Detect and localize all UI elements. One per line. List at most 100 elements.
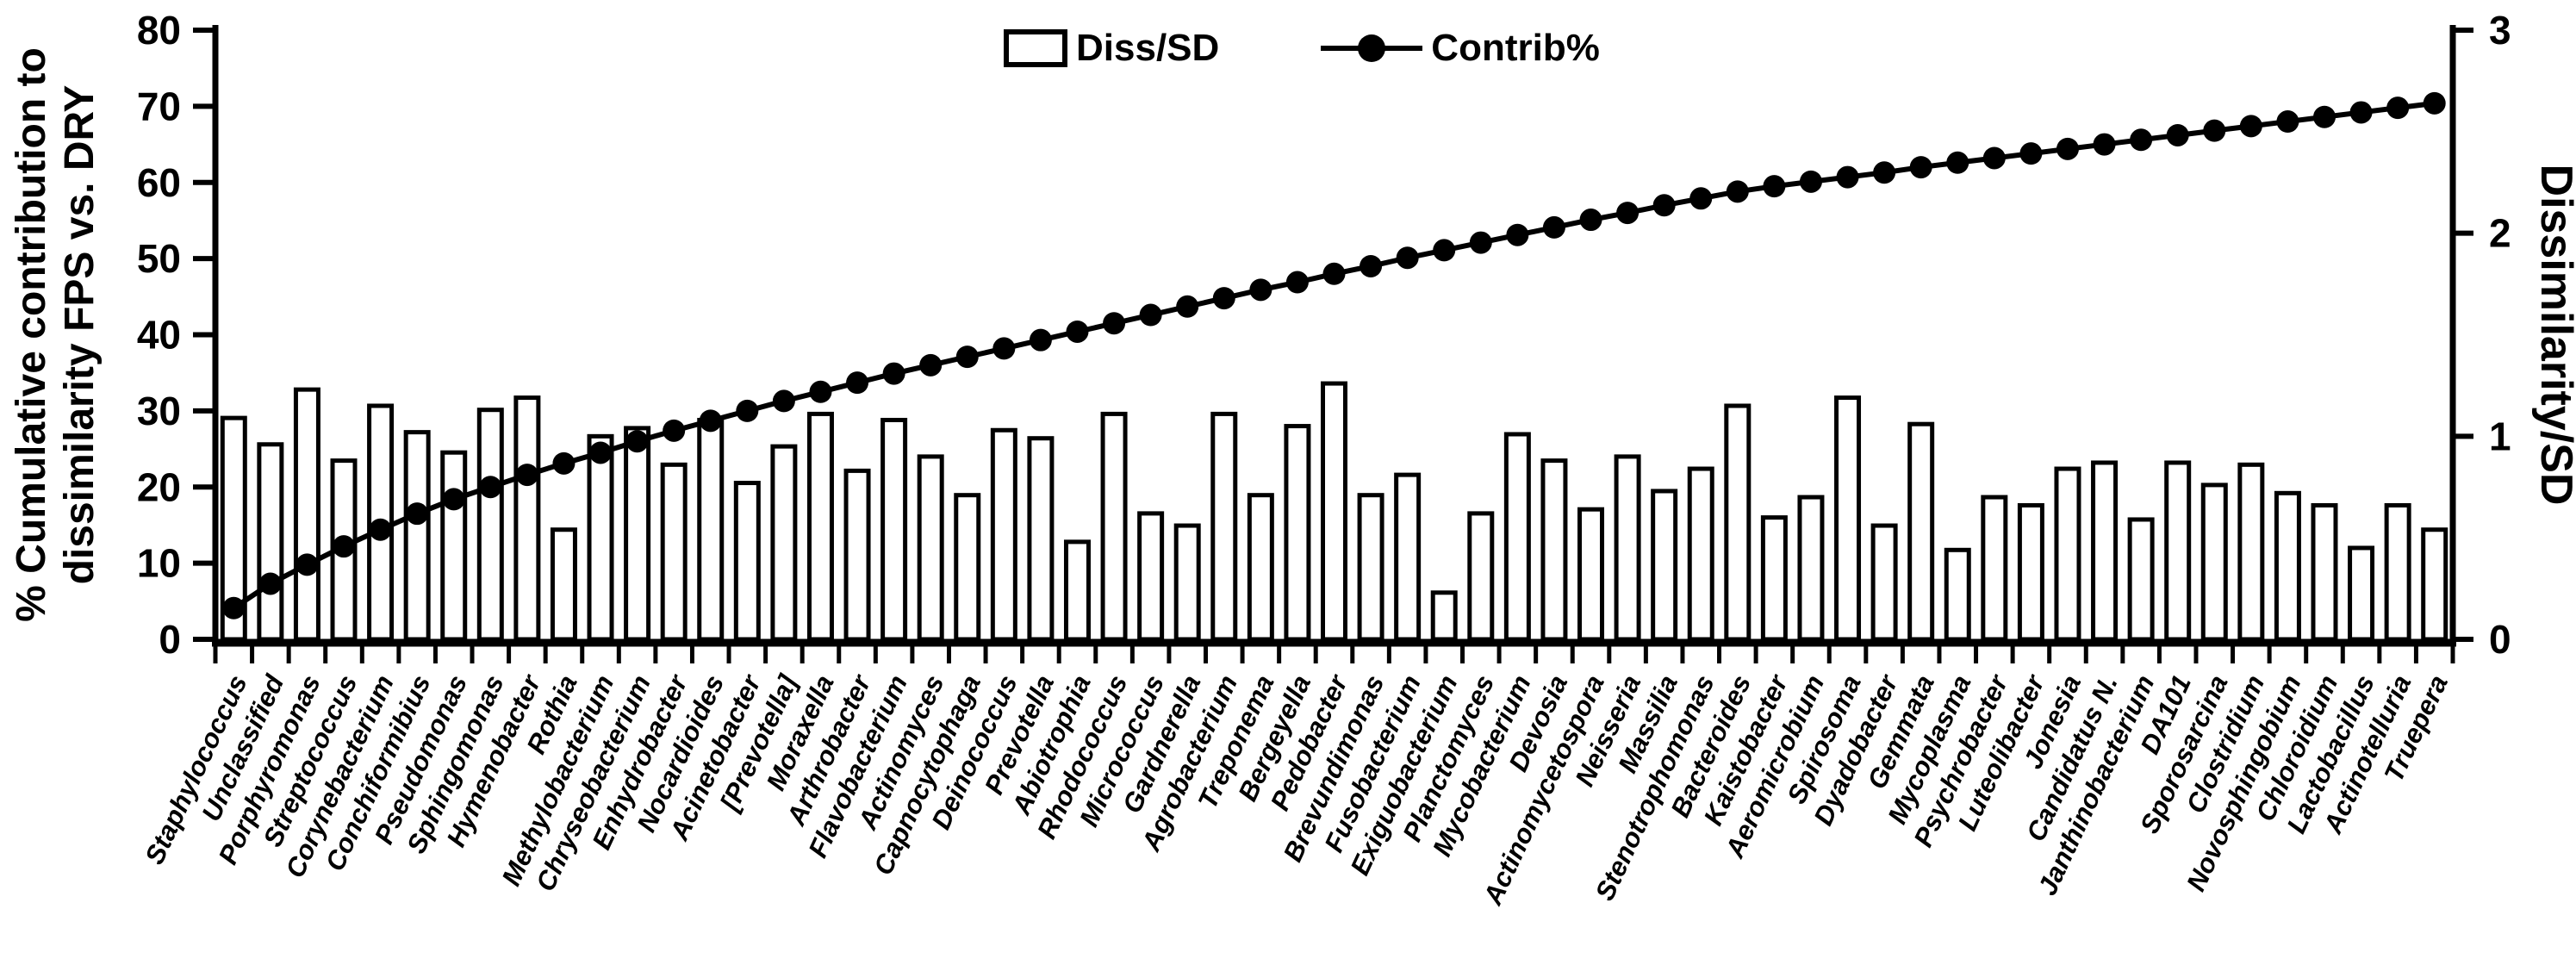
bar-Porphyromonas bbox=[293, 387, 320, 642]
bar-Actinomycetospora bbox=[1577, 507, 1605, 642]
point-Nocardioides bbox=[699, 409, 722, 433]
bar-Moraxella bbox=[806, 411, 834, 642]
point-Dyadobacter bbox=[1873, 161, 1896, 184]
point-Bergeyella bbox=[1285, 271, 1309, 294]
left-tick-label: 80 bbox=[137, 8, 181, 53]
bar-Planctomyces bbox=[1467, 511, 1495, 642]
point-Janthinobacterium bbox=[2130, 128, 2153, 152]
bar-Candidatus N. bbox=[2091, 460, 2119, 642]
bar-Fusobacterium bbox=[1394, 472, 1422, 642]
point-[Prevotella] bbox=[772, 389, 795, 413]
right-axis-title: Dissimilarity/SD bbox=[2531, 165, 2576, 506]
bar-Brevundimonas bbox=[1357, 493, 1384, 642]
bar-Aeromicrobium bbox=[1797, 495, 1825, 642]
left-tick-label: 30 bbox=[137, 389, 181, 433]
point-Streptococcus bbox=[333, 535, 356, 558]
bar-Stenotrophomonas bbox=[1687, 466, 1714, 642]
point-Moraxella bbox=[809, 380, 832, 403]
bar-Treponema bbox=[1247, 493, 1274, 642]
point-Bacteroides bbox=[1726, 180, 1749, 203]
bar-Deinococcus bbox=[990, 427, 1017, 642]
right-tick-label: 0 bbox=[2489, 617, 2511, 662]
right-tick-label: 2 bbox=[2489, 211, 2511, 256]
point-Kaistobacter bbox=[1763, 175, 1786, 198]
bar-DA101 bbox=[2164, 460, 2192, 642]
bar-Janthinobacterium bbox=[2127, 517, 2155, 642]
bar-Actinotelluria bbox=[2384, 502, 2411, 642]
point-Brevundimonas bbox=[1360, 254, 1383, 277]
bar-Neisseria bbox=[1614, 454, 1641, 642]
bar-Agrobacterium bbox=[1210, 411, 1238, 642]
left-tick-label: 10 bbox=[137, 541, 181, 586]
bar-Lactobacillus bbox=[2348, 545, 2375, 642]
point-Hymenobacter bbox=[515, 464, 538, 487]
point-Mycoplasma bbox=[1946, 151, 1969, 174]
bar-Rhodococcus bbox=[1100, 411, 1128, 642]
point-Massilia bbox=[1652, 194, 1676, 217]
bar-Bergeyella bbox=[1284, 424, 1311, 642]
point-Chryseobacterium bbox=[625, 430, 649, 453]
point-Jonesia bbox=[2056, 137, 2079, 160]
bar-Enhydrobacter bbox=[660, 462, 688, 642]
point-Flavobacterium bbox=[882, 362, 905, 385]
point-Sporosarcina bbox=[2203, 119, 2226, 142]
bar-Pseudomonas bbox=[440, 450, 468, 642]
point-Planctomyces bbox=[1469, 231, 1492, 254]
point-Spirosoma bbox=[1836, 165, 1859, 189]
bar-Arthrobacter bbox=[843, 468, 871, 642]
bar-[Prevotella] bbox=[770, 444, 798, 642]
point-Mycobacterium bbox=[1506, 223, 1529, 246]
point-Lactobacillus bbox=[2349, 101, 2373, 124]
left-tick-label: 50 bbox=[137, 236, 181, 281]
point-Devosia bbox=[1542, 215, 1565, 239]
bar-Gemmata bbox=[1907, 421, 1935, 642]
point-Truepera bbox=[2423, 91, 2446, 115]
point-Corynebacterium bbox=[369, 518, 392, 541]
bar-Truepera bbox=[2421, 527, 2448, 642]
bar-Kaistobacter bbox=[1760, 515, 1788, 642]
point-Luteolibacter bbox=[2019, 142, 2043, 165]
legend-label-contrib: Contrib% bbox=[1431, 27, 1600, 69]
bar-Prevotella bbox=[1027, 436, 1055, 642]
point-Stenotrophomonas bbox=[1689, 187, 1713, 210]
bar-Luteolibacter bbox=[2017, 502, 2044, 642]
bar-Chloroidium bbox=[2311, 502, 2338, 642]
bar-Micrococcus bbox=[1137, 511, 1165, 642]
point-Actinotelluria bbox=[2386, 96, 2410, 120]
point-Psychrobacter bbox=[1982, 146, 2006, 170]
bar-Psychrobacter bbox=[1981, 495, 2008, 642]
point-Rhodococcus bbox=[1103, 312, 1126, 335]
point-Candidatus N. bbox=[2093, 133, 2116, 156]
point-Sphingomonas bbox=[479, 476, 502, 499]
point-Arthrobacter bbox=[846, 371, 869, 395]
bar-Devosia bbox=[1540, 458, 1568, 642]
point-Neisseria bbox=[1616, 202, 1640, 225]
point-Fusobacterium bbox=[1396, 246, 1419, 270]
bar-Massilia bbox=[1651, 489, 1678, 642]
right-tick-label: 1 bbox=[2489, 414, 2511, 458]
left-tick-label: 60 bbox=[137, 160, 181, 205]
bar-Conchiformibius bbox=[403, 430, 431, 642]
bar-Unclassified bbox=[257, 442, 284, 642]
left-axis-title-line1: % Cumulative contribution to bbox=[9, 47, 54, 622]
left-tick-label: 70 bbox=[137, 84, 181, 128]
bar-swatch-icon bbox=[1004, 29, 1067, 67]
point-Conchiformibius bbox=[406, 502, 429, 526]
point-Treponema bbox=[1249, 278, 1272, 302]
bar-Clostridium bbox=[2237, 462, 2265, 642]
point-DA101 bbox=[2166, 123, 2189, 146]
point-Deinococcus bbox=[992, 337, 1016, 360]
bar-Dyadobacter bbox=[1870, 523, 1898, 642]
point-Exiguobacterium bbox=[1433, 239, 1456, 262]
point-Prevotella bbox=[1029, 328, 1052, 352]
point-Aeromicrobium bbox=[1799, 170, 1822, 193]
bar-Pedobacter bbox=[1321, 381, 1347, 642]
legend-item-diss-sd: Diss/SD bbox=[1004, 29, 1219, 67]
bar-Acinetobacter bbox=[733, 481, 761, 642]
bar-Capnocytophaga bbox=[954, 493, 981, 642]
left-axis-title-line2: dissimilarity FPS vs. DRY bbox=[57, 85, 103, 585]
bar-Jonesia bbox=[2054, 466, 2081, 642]
point-Gardnerella bbox=[1176, 295, 1199, 318]
point-Gemmata bbox=[1909, 156, 1932, 179]
